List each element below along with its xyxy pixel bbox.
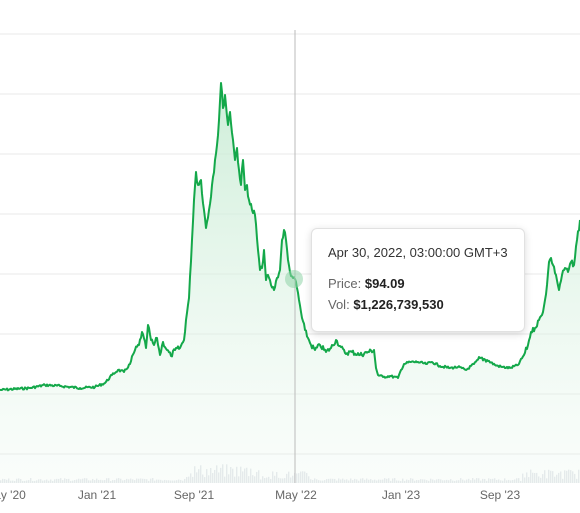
x-tick-label: May '22 <box>275 488 317 502</box>
tooltip-date: Apr 30, 2022, 03:00:00 GMT+3 <box>328 245 508 260</box>
hover-point-marker <box>285 270 303 288</box>
price-tooltip: Apr 30, 2022, 03:00:00 GMT+3 Price: $94.… <box>311 228 525 332</box>
tooltip-volume-label: Vol: <box>328 297 350 312</box>
x-axis-ticks: May '20 Jan '21 Sep '21 May '22 Jan '23 Sep '… <box>0 488 520 502</box>
x-tick-label: Sep '21 <box>174 488 215 502</box>
x-tick-label: Sep '23 <box>480 488 521 502</box>
tooltip-price-label: Price: <box>328 276 362 291</box>
x-tick-label: May '20 <box>0 488 26 502</box>
x-tick-label: Jan '23 <box>382 488 421 502</box>
tooltip-price-row: Price: $94.09 <box>328 275 524 293</box>
x-tick-label: Jan '21 <box>78 488 117 502</box>
tooltip-volume-row: Vol: $1,226,739,530 <box>328 296 524 314</box>
tooltip-volume-value: $1,226,739,530 <box>353 297 444 312</box>
tooltip-price-value: $94.09 <box>364 276 405 291</box>
